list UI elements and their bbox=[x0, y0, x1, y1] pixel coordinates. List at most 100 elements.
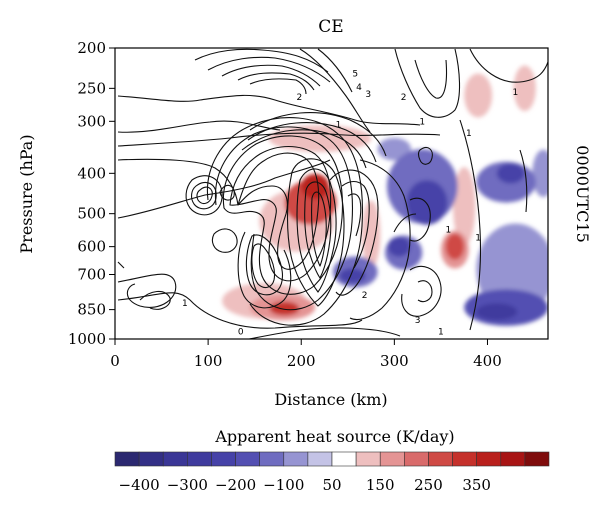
y-tick-label: 600 bbox=[77, 238, 106, 256]
shaded-region bbox=[268, 125, 372, 152]
contour-line bbox=[211, 228, 238, 253]
contour-label: 2 bbox=[362, 291, 368, 301]
contour-line bbox=[311, 191, 327, 267]
x-axis: 0 100 200 300 400 bbox=[110, 339, 502, 370]
x-axis-label: Distance (km) bbox=[274, 390, 387, 409]
contour-label: 3 bbox=[365, 90, 371, 100]
colorbar-tick-label: −200 bbox=[215, 476, 256, 494]
contour-line bbox=[206, 117, 363, 326]
contour-line bbox=[185, 175, 223, 216]
y-tick-label: 300 bbox=[77, 112, 106, 130]
contour-label: 1 bbox=[336, 120, 342, 130]
contour-line bbox=[409, 197, 431, 242]
contour-label: 3 bbox=[415, 316, 421, 326]
contour-label: 2 bbox=[401, 93, 407, 103]
x-tick-label: 400 bbox=[473, 352, 502, 370]
contour-line bbox=[245, 234, 284, 296]
x-tick-label: 0 bbox=[110, 352, 120, 370]
contour-line bbox=[207, 56, 331, 83]
contour-line bbox=[304, 181, 332, 279]
colorbar-swatch bbox=[187, 451, 212, 467]
contour-line bbox=[459, 119, 482, 331]
contour-line bbox=[341, 180, 370, 269]
y-tick-label: 850 bbox=[77, 301, 106, 319]
colorbar-swatch bbox=[114, 451, 140, 467]
shaded-region bbox=[453, 167, 476, 246]
contour-line bbox=[417, 147, 433, 165]
y-tick-label: 700 bbox=[77, 266, 106, 284]
y-tick-label: 500 bbox=[77, 205, 106, 223]
contour-line bbox=[247, 122, 377, 163]
shaded-region bbox=[464, 73, 493, 118]
colorbar-swatch bbox=[428, 451, 453, 467]
contour-line bbox=[237, 152, 320, 270]
contour-label: 1 bbox=[182, 299, 188, 309]
colorbar-swatch bbox=[259, 451, 285, 467]
y-axis-label: Pressure (hPa) bbox=[17, 134, 36, 253]
contour-line bbox=[221, 64, 321, 87]
colorbar-tick-label: 350 bbox=[462, 476, 491, 494]
contour-line bbox=[194, 48, 329, 73]
y-tick-label: 200 bbox=[77, 39, 106, 57]
colorbar-swatch bbox=[307, 451, 333, 467]
colorbar-swatch bbox=[452, 451, 477, 467]
contour-line bbox=[286, 158, 345, 307]
y-tick-label: 400 bbox=[77, 164, 106, 182]
contour-label: 5 bbox=[352, 69, 358, 79]
shaded-region bbox=[513, 65, 536, 112]
colorbar-tick-label: 250 bbox=[414, 476, 443, 494]
colorbar-swatch bbox=[162, 451, 188, 467]
shaded-fields bbox=[222, 65, 548, 326]
y-axis: 200 250 300 400 500 600 700 850 1000 bbox=[68, 39, 115, 348]
x-tick-label: 300 bbox=[380, 352, 409, 370]
contour-line bbox=[317, 48, 353, 93]
contour-line bbox=[117, 273, 177, 308]
contour-label: 4 bbox=[356, 83, 362, 93]
contour-line bbox=[394, 48, 461, 118]
contour-line bbox=[117, 94, 421, 126]
contour-line bbox=[296, 168, 337, 293]
contour-line bbox=[246, 327, 401, 339]
contour-line bbox=[393, 213, 417, 233]
contour-line bbox=[117, 120, 281, 133]
contour-line bbox=[241, 129, 367, 169]
shaded-region bbox=[301, 173, 330, 199]
colorbar-swatch bbox=[283, 451, 309, 467]
contour-line bbox=[299, 48, 371, 133]
contour-label: 1 bbox=[438, 328, 444, 338]
contour-line bbox=[196, 186, 213, 205]
contour-line bbox=[222, 135, 343, 295]
contour-line bbox=[117, 132, 441, 147]
colorbar-tick-label: 150 bbox=[366, 476, 395, 494]
contour-line bbox=[237, 231, 292, 309]
colorbar-tick-label: −100 bbox=[263, 476, 304, 494]
shaded-region bbox=[361, 200, 381, 268]
contour-label: 1 bbox=[513, 88, 519, 98]
shaded-region bbox=[387, 236, 411, 257]
contour-line bbox=[469, 48, 548, 83]
contour-label: 1 bbox=[445, 225, 451, 235]
y-tick-label: 250 bbox=[77, 79, 106, 97]
colorbar-swatch bbox=[379, 451, 405, 467]
contour-line bbox=[417, 280, 433, 303]
colorbar bbox=[114, 451, 550, 467]
colorbar-swatch bbox=[211, 451, 236, 467]
contour-line bbox=[401, 265, 442, 317]
colorbar-tick-label: 50 bbox=[322, 476, 341, 494]
contour-label: 1 bbox=[466, 129, 472, 139]
plot-frame bbox=[114, 47, 549, 340]
colorbar-swatch bbox=[235, 451, 260, 467]
contour-line bbox=[117, 159, 331, 219]
contour-line bbox=[229, 145, 332, 282]
shaded-region bbox=[269, 301, 300, 316]
chart-title: CE bbox=[318, 17, 343, 37]
colorbar-swatch bbox=[500, 451, 526, 467]
contour-line bbox=[347, 193, 362, 237]
shaded-region bbox=[476, 303, 518, 321]
colorbar-label: Apparent heat source (K/day) bbox=[214, 427, 454, 446]
shaded-region bbox=[445, 233, 465, 260]
colorbar-swatch bbox=[404, 451, 429, 467]
shaded-region bbox=[496, 163, 525, 184]
